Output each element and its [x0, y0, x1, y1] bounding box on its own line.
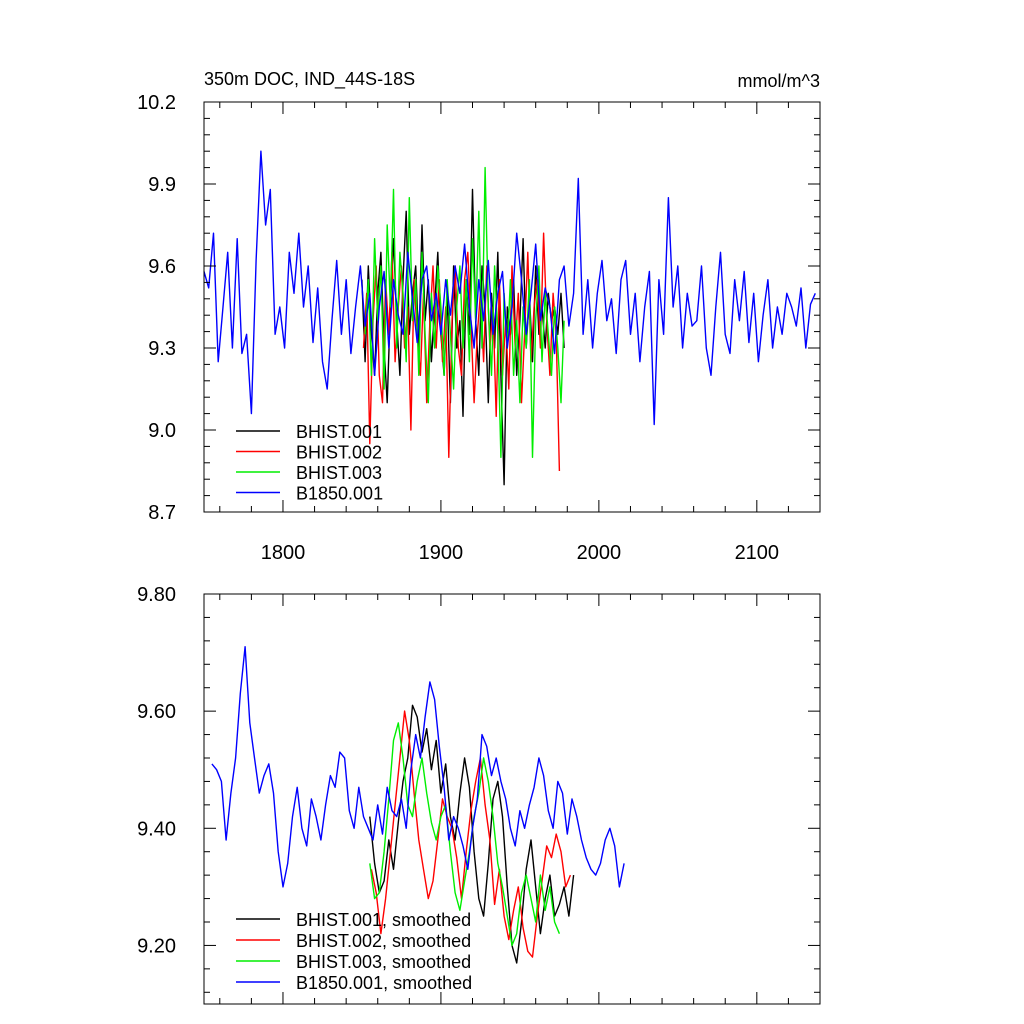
bottom-panel: 9.209.409.609.80 BHIST.001, smoothedBHIS… [137, 584, 821, 1005]
legend-label: BHIST.001 [296, 422, 382, 442]
y-tick-label: 9.40 [137, 818, 176, 840]
series-line-bhist-003-smoothed [369, 722, 561, 947]
series-line-b1850-001-smoothed [211, 646, 625, 888]
legend-label: BHIST.002, smoothed [296, 931, 471, 951]
series-line-bhist-001-smoothed [369, 704, 575, 964]
legend-label: B1850.001, smoothed [296, 973, 472, 993]
y-tick-label: 9.0 [148, 420, 176, 442]
y-tick-label: 9.6 [148, 256, 176, 278]
y-tick-label: 8.7 [148, 502, 176, 524]
x-tick-label: 1900 [419, 542, 464, 564]
bottom-data-lines [211, 646, 625, 964]
y-tick-label: 9.60 [137, 701, 176, 723]
legend-label: BHIST.001, smoothed [296, 910, 471, 930]
legend-label: B1850.001 [296, 484, 383, 504]
x-tick-label: 2100 [735, 542, 780, 564]
legend-label: BHIST.002 [296, 443, 382, 463]
bottom-plot-frame [203, 593, 821, 1005]
units-label: mmol/m^3 [738, 71, 820, 91]
legend-label: BHIST.003 [296, 463, 382, 483]
y-tick-label: 10.2 [137, 92, 176, 114]
x-tick-label: 2000 [577, 542, 622, 564]
top-plot-frame [203, 101, 821, 513]
top-axis-ticks: 8.7 9.0 9.3 9.6 9.9 10.2 1800 1900 2000 2100 [137, 92, 821, 564]
y-tick-label: 9.3 [148, 338, 176, 360]
top-panel: 350m DOC, IND_44S-18S mmol/m^3 8.7 9.0 9.3… [137, 69, 821, 564]
x-tick-label: 1800 [261, 542, 306, 564]
series-line-b1850-001 [203, 150, 816, 426]
y-tick-label: 9.20 [137, 935, 176, 957]
top-data-lines [203, 150, 816, 486]
top-title: 350m DOC, IND_44S-18S [204, 69, 415, 90]
y-tick-label: 9.9 [148, 174, 176, 196]
series-line-bhist-002-smoothed [370, 710, 572, 958]
y-tick-label: 9.80 [137, 584, 176, 606]
series-line-bhist-003 [364, 166, 565, 458]
bottom-axis-ticks: 9.20 9.40 9.60 9.80 [137, 584, 821, 1004]
legend-label: BHIST.003, smoothed [296, 952, 471, 972]
